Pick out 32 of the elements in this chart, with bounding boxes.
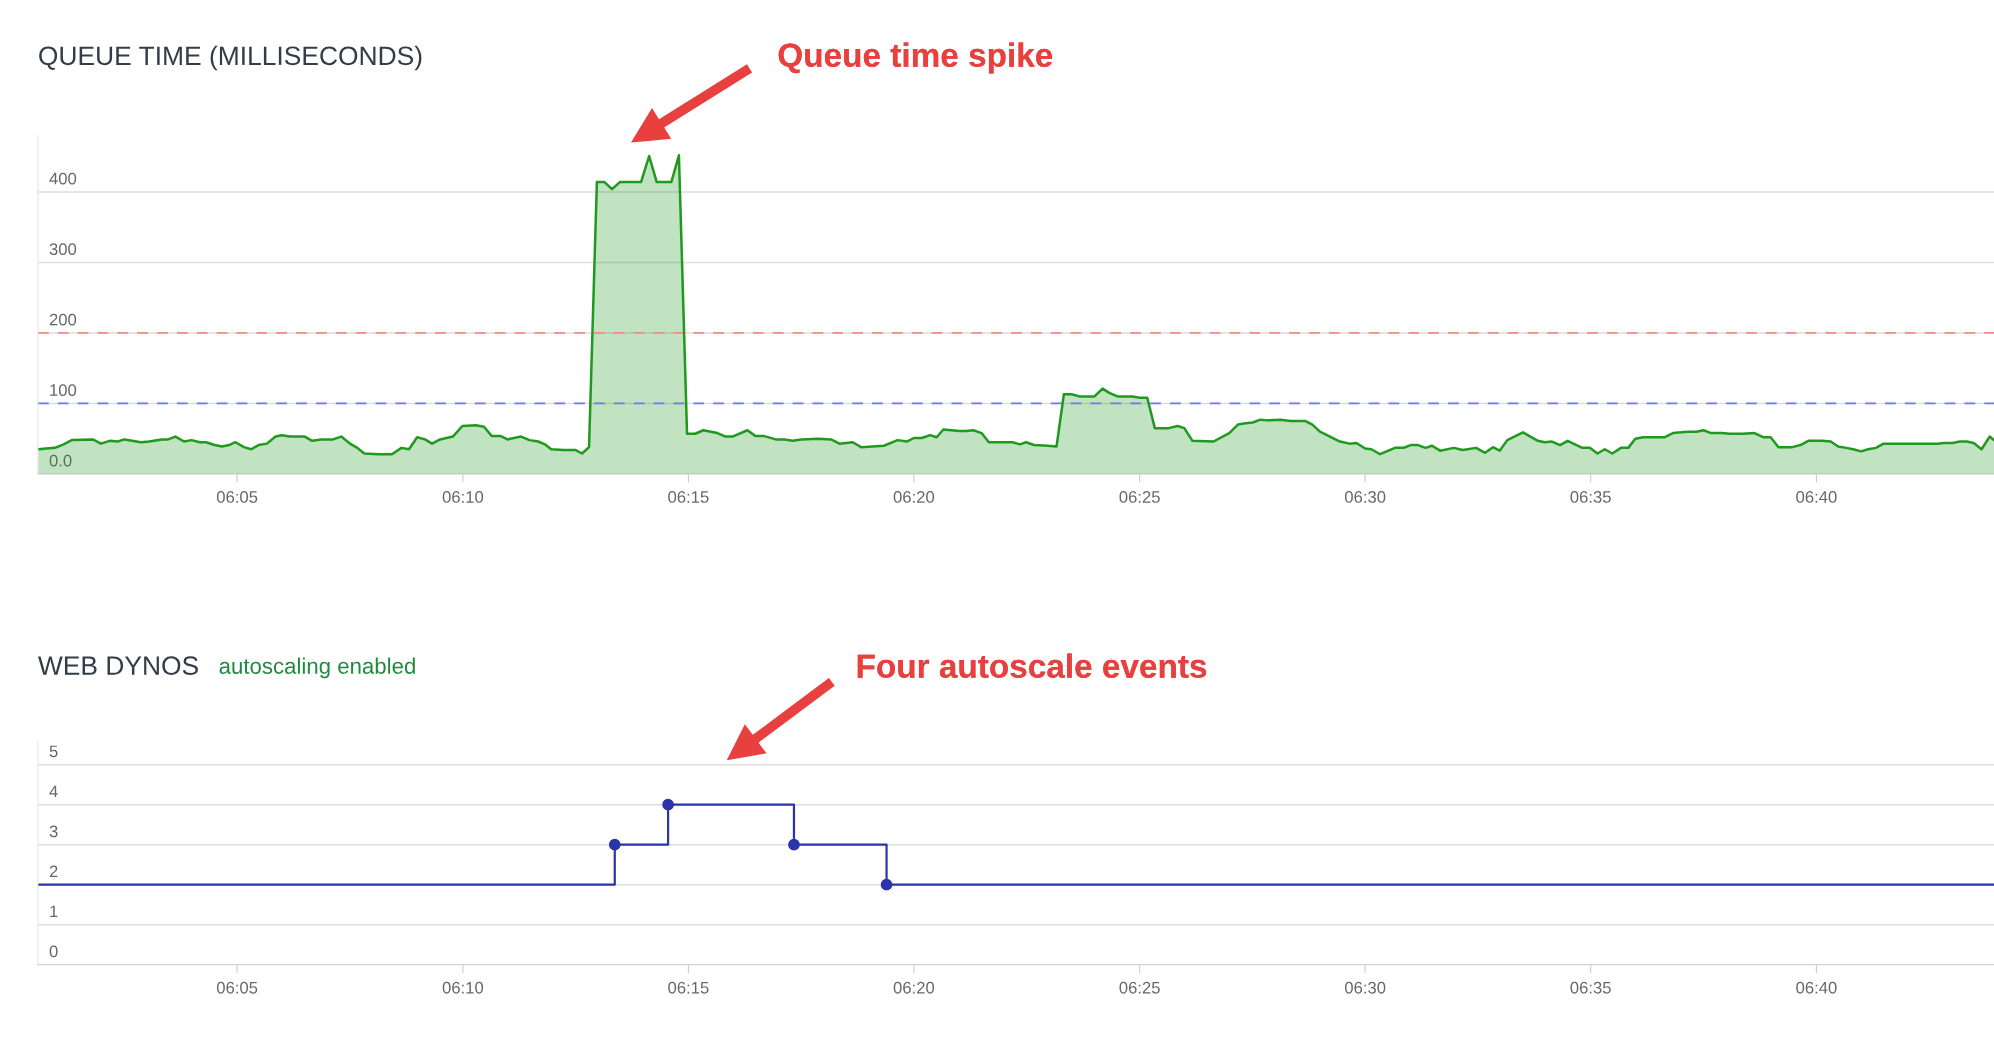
x-tick-label: 06:15 [668,491,709,503]
x-tick-label: 06:30 [1344,491,1386,503]
chart-title: WEB DYNOS [38,656,198,675]
y-tick-label: 100 [50,384,77,396]
x-tick-label: 06:25 [1119,491,1160,503]
chart-subtitle: autoscaling enabled [219,657,415,679]
x-tick-label: 06:30 [1344,981,1386,994]
x-tick-label: 06:20 [893,981,935,994]
x-tick-label: 06:20 [893,491,935,503]
x-tick-label: 06:25 [1119,981,1160,994]
y-tick-label: 200 [49,313,77,326]
x-tick-label: 06:40 [1796,981,1837,994]
y-tick-label: 400 [49,172,77,185]
y-tick-label: 5 [49,745,58,758]
x-tick-label: 06:10 [442,491,484,503]
x-tick-label: 06:10 [442,981,484,994]
y-tick-label: 3 [49,825,58,838]
x-tick-label: 06:15 [668,981,709,994]
x-tick-label: 06:05 [216,491,258,503]
y-tick-label: 300 [49,243,77,255]
x-tick-label: 06:35 [1570,491,1611,503]
y-tick-label: 2 [49,865,58,878]
y-tick-label: 0.0 [49,454,72,467]
y-tick-label: 4 [49,785,58,798]
y-tick-label: 1 [50,905,58,918]
chart-title: QUEUE TIME (MILLISECONDS) [39,45,422,71]
x-tick-label: 06:05 [216,981,258,994]
y-tick-label: 0 [49,945,58,958]
text: Four autoscale events [857,653,1207,678]
x-tick-label: 06:35 [1570,981,1611,994]
text: Queue time spike [778,42,1053,74]
x-tick-label: 06:40 [1796,491,1837,503]
